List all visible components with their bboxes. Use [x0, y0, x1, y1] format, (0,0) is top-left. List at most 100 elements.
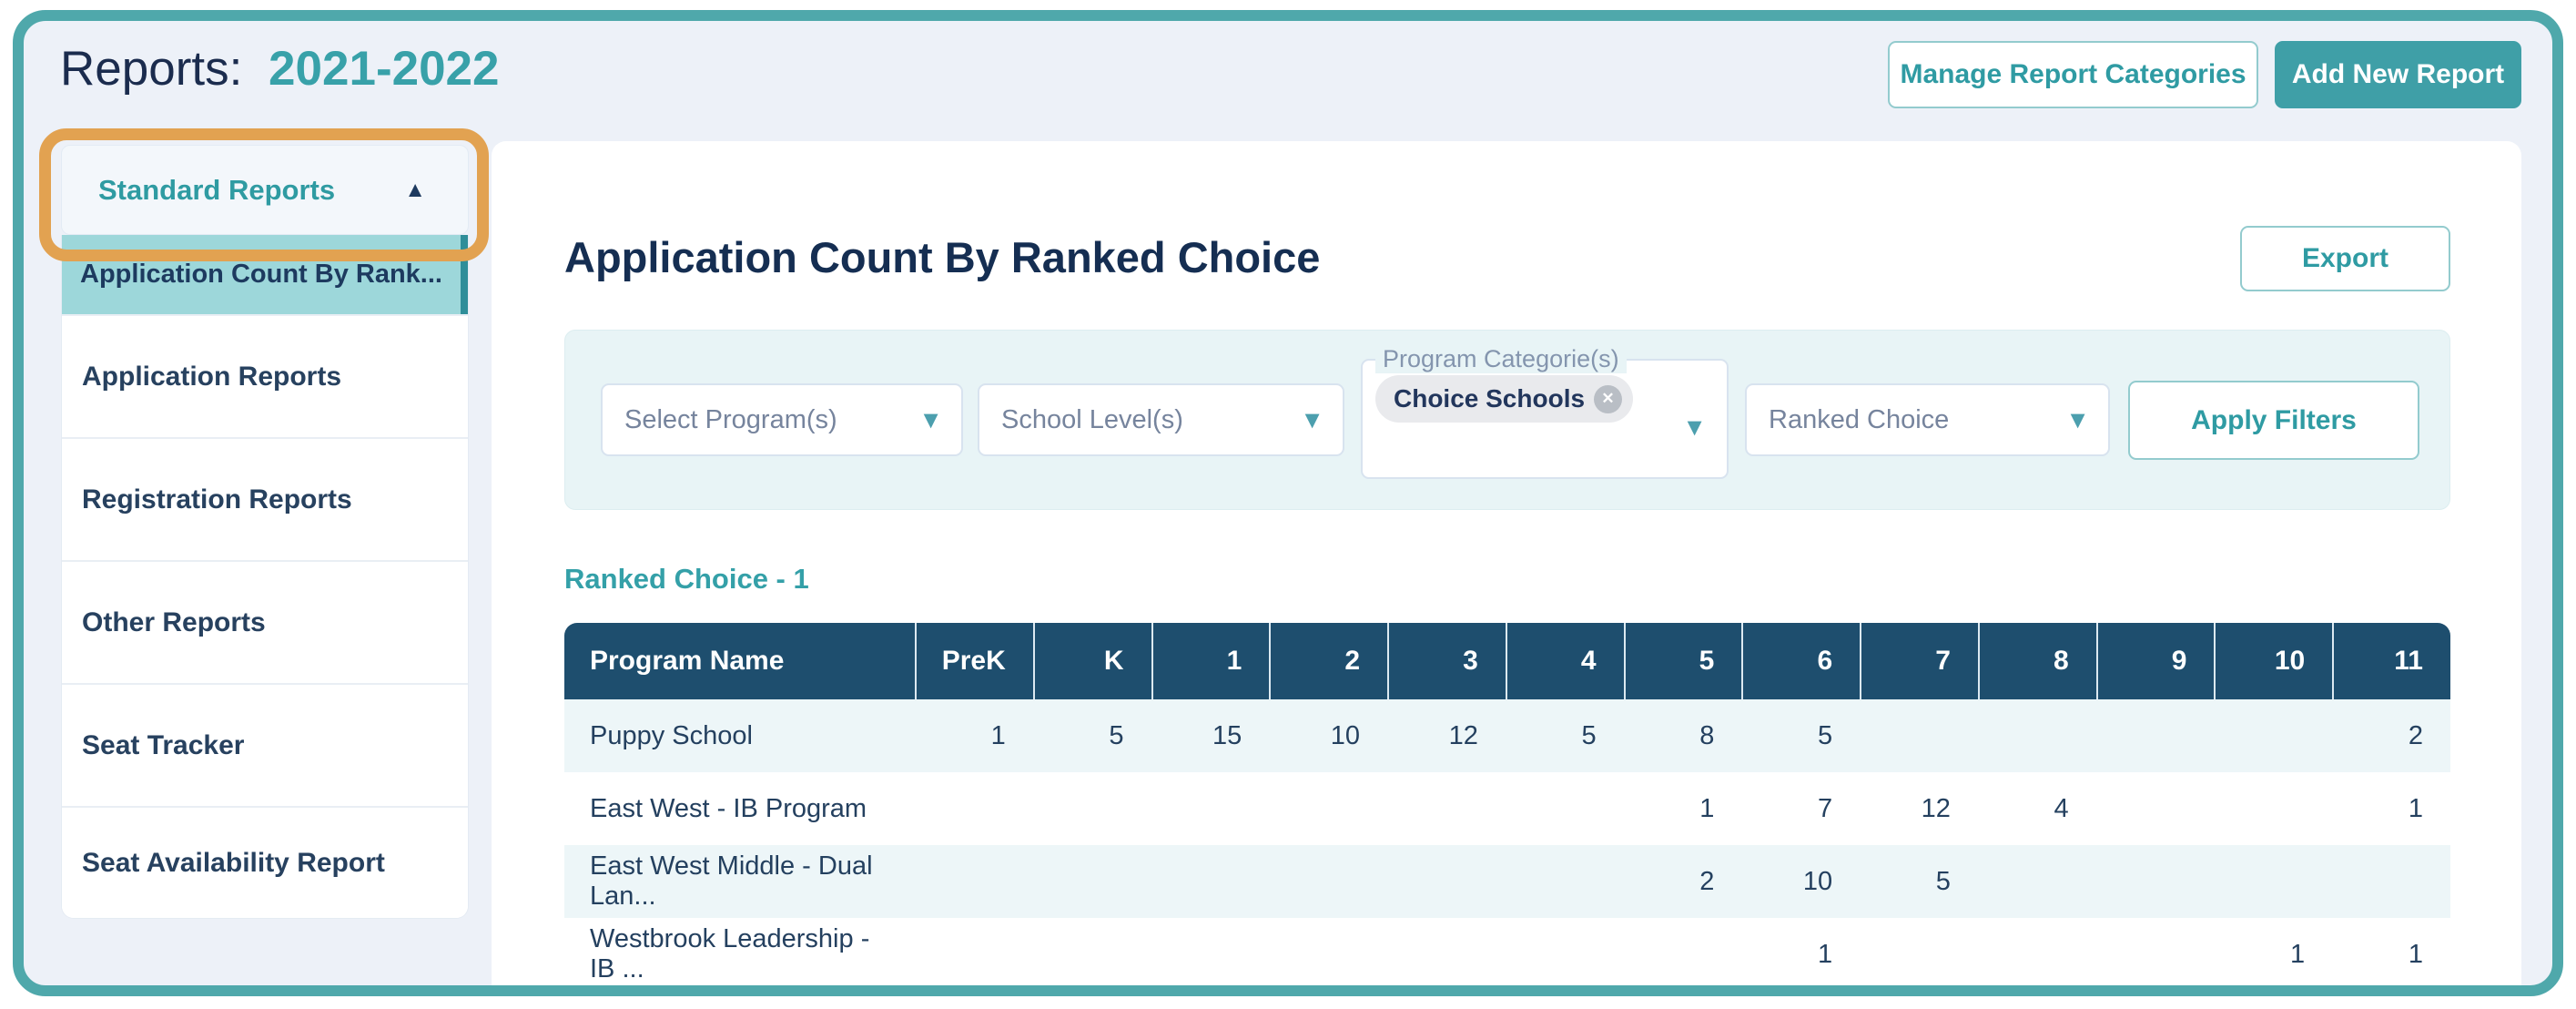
- sidebar-item-application-count-by-ranked-choice[interactable]: Application Count By Rank...: [62, 235, 468, 314]
- page-title-year: 2021-2022: [269, 42, 500, 96]
- export-button[interactable]: Export: [2240, 226, 2450, 291]
- count-cell: [1505, 772, 1624, 845]
- count-cell: 5: [1032, 699, 1151, 772]
- sidebar-item-registration-reports[interactable]: Registration Reports: [62, 437, 468, 560]
- count-cell: 1: [2332, 918, 2450, 985]
- caret-down-icon: ▼: [1682, 413, 1707, 441]
- chip-remove-x-circle-icon[interactable]: ✕: [1594, 384, 1623, 413]
- count-cell: [1505, 918, 1624, 985]
- table-row: East West - IB Program 1 7 12 4 1: [564, 772, 2450, 845]
- count-cell: [1032, 845, 1151, 918]
- count-cell: 1: [1623, 772, 1742, 845]
- page-title: Reports: 2021-2022: [60, 41, 500, 97]
- column-header-prek: PreK: [915, 623, 1033, 699]
- program-name-cell: East West Middle - Dual Lan...: [564, 845, 915, 918]
- count-cell: 1: [2214, 918, 2333, 985]
- count-cell: 10: [1741, 845, 1861, 918]
- count-cell: 1: [2332, 772, 2450, 845]
- sidebar-item-seat-availability-report[interactable]: Seat Availability Report: [62, 806, 468, 918]
- collapse-triangle-up-icon[interactable]: ▲: [404, 177, 426, 202]
- select-programs-dropdown[interactable]: Select Program(s) ▼: [601, 383, 963, 456]
- column-header-3: 3: [1387, 623, 1506, 699]
- app-frame: Reports: 2021-2022 Manage Report Categor…: [13, 10, 2563, 996]
- count-cell: [1387, 918, 1506, 985]
- count-cell: 4: [1977, 772, 2096, 845]
- count-cell: 1: [1741, 918, 1861, 985]
- count-cell: 7: [1741, 772, 1861, 845]
- school-levels-placeholder: School Level(s): [1001, 404, 1183, 434]
- column-header-10: 10: [2214, 623, 2333, 699]
- sidebar-report-list: Application Count By Rank... Application…: [61, 235, 469, 919]
- count-cell: [915, 845, 1033, 918]
- caret-down-icon: ▼: [1300, 405, 1324, 433]
- column-header-9: 9: [2095, 623, 2215, 699]
- count-cell: [2095, 918, 2215, 985]
- count-cell: [1860, 699, 1978, 772]
- page-title-prefix: Reports:: [60, 42, 243, 96]
- sidebar-category-header-label: Standard Reports: [98, 173, 336, 206]
- count-cell: [1505, 845, 1624, 918]
- apply-filters-button[interactable]: Apply Filters: [2128, 381, 2419, 460]
- count-cell: [1387, 845, 1506, 918]
- program-name-cell: East West - IB Program: [564, 772, 915, 845]
- count-cell: 5: [1741, 699, 1861, 772]
- count-cell: [2214, 699, 2333, 772]
- count-cell: 2: [2332, 699, 2450, 772]
- count-cell: [1032, 772, 1151, 845]
- count-cell: 1: [915, 699, 1033, 772]
- count-cell: 2: [1623, 845, 1742, 918]
- column-header-7: 7: [1860, 623, 1978, 699]
- count-cell: [1151, 845, 1270, 918]
- sidebar-item-application-reports[interactable]: Application Reports: [62, 314, 468, 437]
- count-cell: [1269, 918, 1388, 985]
- select-programs-placeholder: Select Program(s): [624, 404, 837, 434]
- column-header-11: 11: [2332, 623, 2450, 699]
- ranked-choice-dropdown[interactable]: Ranked Choice ▼: [1745, 383, 2110, 456]
- count-cell: [1623, 918, 1742, 985]
- count-cell: [2095, 699, 2215, 772]
- program-categories-label: Program Categorie(s): [1375, 345, 1627, 373]
- count-cell: [1977, 918, 2096, 985]
- count-cell: 12: [1387, 699, 1506, 772]
- column-header-6: 6: [1741, 623, 1861, 699]
- count-cell: [1151, 918, 1270, 985]
- sidebar-item-seat-tracker[interactable]: Seat Tracker: [62, 683, 468, 806]
- add-new-report-button[interactable]: Add New Report: [2275, 41, 2521, 108]
- column-header-program-name: Program Name: [564, 623, 915, 699]
- column-header-8: 8: [1977, 623, 2096, 699]
- count-cell: [915, 772, 1033, 845]
- caret-down-icon: ▼: [918, 405, 943, 433]
- count-cell: [1387, 772, 1506, 845]
- choice-schools-chip[interactable]: Choice Schools ✕: [1375, 375, 1634, 423]
- column-header-k: K: [1032, 623, 1151, 699]
- table-row: Puppy School 1 5 15 10 12 5 8 5 2: [564, 699, 2450, 772]
- program-name-cell: Puppy School: [564, 699, 915, 772]
- count-cell: [1977, 845, 2096, 918]
- count-cell: [915, 918, 1033, 985]
- count-cell: 10: [1269, 699, 1388, 772]
- sidebar-item-other-reports[interactable]: Other Reports: [62, 560, 468, 683]
- count-cell: [1269, 845, 1388, 918]
- table-row: Westbrook Leadership - IB ... 1 1 1: [564, 918, 2450, 985]
- table-row: East West Middle - Dual Lan... 2 10 5: [564, 845, 2450, 918]
- school-levels-dropdown[interactable]: School Level(s) ▼: [978, 383, 1344, 456]
- count-cell: [1151, 772, 1270, 845]
- count-cell: [2214, 845, 2333, 918]
- program-name-cell: Westbrook Leadership - IB ...: [564, 918, 915, 985]
- count-cell: [2095, 845, 2215, 918]
- program-categories-dropdown[interactable]: Program Categorie(s) Choice Schools ✕ ▼: [1361, 345, 1729, 479]
- column-header-2: 2: [1269, 623, 1388, 699]
- column-header-4: 4: [1505, 623, 1624, 699]
- manage-report-categories-button[interactable]: Manage Report Categories: [1888, 41, 2258, 108]
- report-table: Program Name PreK K 1 2 3 4 5 6 7 8 9 10…: [564, 623, 2450, 985]
- count-cell: [1269, 772, 1388, 845]
- ranked-choice-placeholder: Ranked Choice: [1769, 404, 1950, 434]
- count-cell: [2095, 772, 2215, 845]
- count-cell: 5: [1860, 845, 1978, 918]
- count-cell: 8: [1623, 699, 1742, 772]
- count-cell: [2214, 772, 2333, 845]
- column-header-5: 5: [1623, 623, 1742, 699]
- report-table-wrap: Program Name PreK K 1 2 3 4 5 6 7 8 9 10…: [564, 623, 2450, 985]
- sidebar-category-header-standard-reports[interactable]: Standard Reports ▲: [61, 145, 469, 235]
- count-cell: 5: [1505, 699, 1624, 772]
